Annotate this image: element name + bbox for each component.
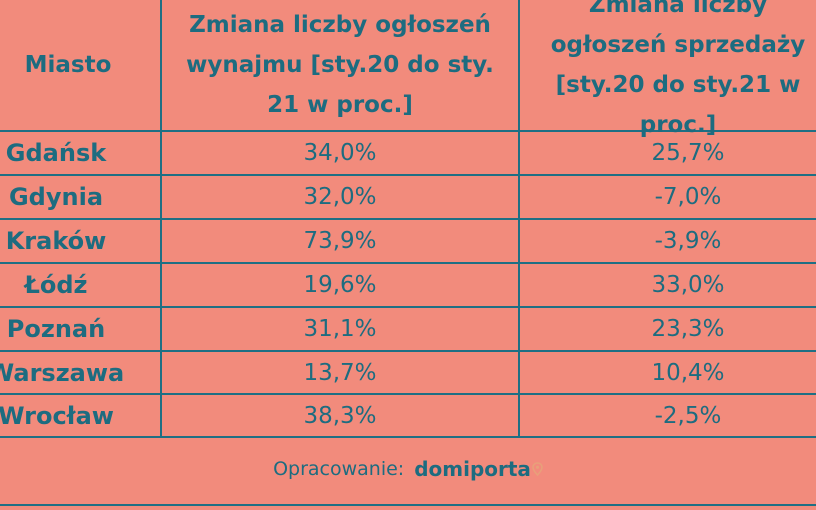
rent-change-cell: 19,6% <box>303 272 377 298</box>
row-divider <box>0 262 816 264</box>
rent-change-cell: 32,0% <box>303 184 377 210</box>
brand-name: domiporta <box>414 457 531 481</box>
sale-change-cell: -3,9% <box>654 228 722 254</box>
header-sale-change: Zmiana liczby ogłoszeń sprzedaży [sty.20… <box>520 0 816 138</box>
city-cell: Wrocław <box>0 401 114 430</box>
rent-change-cell: 38,3% <box>303 402 377 429</box>
city-cell: Kraków <box>5 227 107 255</box>
row-divider <box>0 504 816 506</box>
header-city: Miasto <box>24 52 112 78</box>
row-divider <box>0 306 816 308</box>
rent-change-cell: 73,9% <box>303 228 377 254</box>
city-cell: Gdynia <box>8 183 104 211</box>
rent-change-cell: 13,7% <box>303 359 377 386</box>
sale-change-cell: 23,3% <box>651 316 725 342</box>
sale-change-cell: -7,0% <box>654 184 722 210</box>
row-divider <box>0 350 816 352</box>
row-divider <box>0 393 816 395</box>
brand-logo: domiporta <box>414 457 543 481</box>
city-cell: Gdańsk <box>5 139 107 167</box>
city-cell: Warszawa <box>0 358 125 387</box>
source-footer: Opracowanie: domiporta <box>0 438 816 500</box>
sale-change-cell: -2,5% <box>654 402 722 429</box>
row-divider <box>0 130 816 132</box>
sale-change-cell: 33,0% <box>651 272 725 298</box>
rent-change-cell: 34,0% <box>303 140 377 166</box>
header-rent-change: Zmiana liczby ogłoszeń wynajmu [sty.20 d… <box>186 12 494 118</box>
sale-change-cell: 10,4% <box>651 359 725 386</box>
city-cell: Poznań <box>6 315 106 343</box>
row-divider <box>0 436 816 438</box>
row-divider <box>0 218 816 220</box>
sale-change-cell: 25,7% <box>651 140 725 166</box>
location-pin-icon <box>532 457 543 481</box>
row-divider <box>0 174 816 176</box>
rent-change-cell: 31,1% <box>303 316 377 342</box>
header-sale-change-text: Zmiana liczby ogłoszeń sprzedaży [sty.20… <box>550 0 806 138</box>
city-cell: Łódź <box>24 271 88 299</box>
source-label: Opracowanie: <box>273 458 405 480</box>
